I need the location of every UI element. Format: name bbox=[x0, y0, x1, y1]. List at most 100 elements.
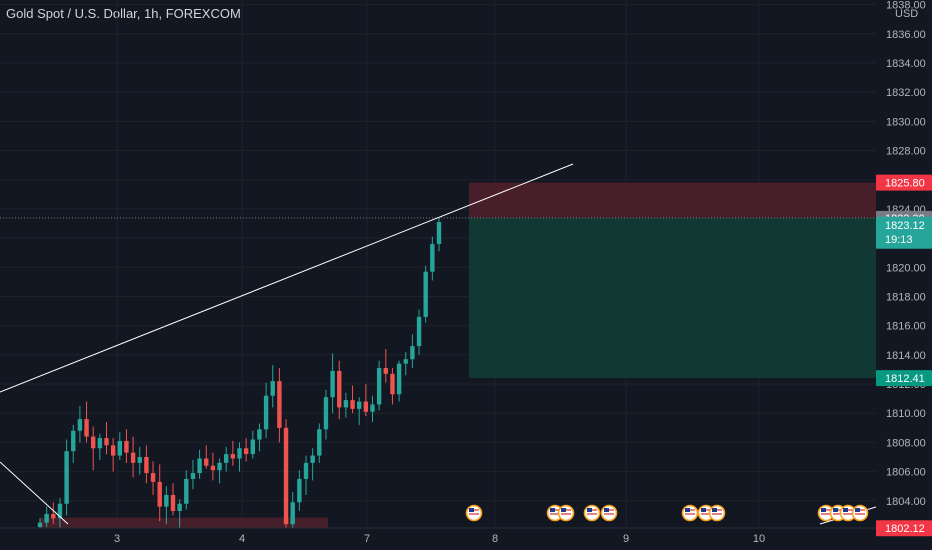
candle-body bbox=[330, 370, 335, 398]
candle-body bbox=[416, 316, 422, 347]
flag-canton bbox=[821, 508, 826, 512]
bottom-price-tag-value: 1802.12 bbox=[885, 523, 925, 535]
trend-line-lower[interactable] bbox=[0, 461, 69, 525]
price-tick-label: 1804.00 bbox=[886, 496, 926, 508]
time-axis-background bbox=[0, 528, 876, 550]
currency-label: USD bbox=[895, 8, 918, 20]
candle-body bbox=[436, 222, 442, 244]
candle-body bbox=[303, 462, 309, 479]
flag-canton bbox=[469, 508, 474, 512]
flag-stripe bbox=[685, 513, 695, 515]
target-price-tag-bg bbox=[876, 370, 932, 387]
flag-canton bbox=[833, 508, 838, 512]
time-tick-label: 3 bbox=[114, 533, 120, 545]
price-tick-label: 1834.00 bbox=[886, 58, 926, 70]
flag-stripe bbox=[469, 515, 479, 517]
candle-body bbox=[71, 430, 76, 452]
current-price-value: 1823.12 bbox=[885, 220, 925, 232]
price-tick-label: 1816.00 bbox=[886, 321, 926, 333]
time-axis[interactable]: 3 4 7 8 9 10 bbox=[0, 527, 876, 550]
flag-stripe bbox=[587, 513, 597, 515]
flag-stripe bbox=[821, 515, 831, 517]
event-icons-group[interactable] bbox=[465, 504, 869, 522]
flag-canton bbox=[685, 508, 690, 512]
position-zones[interactable] bbox=[0, 182, 876, 550]
candle-body bbox=[164, 494, 169, 507]
candle-body bbox=[357, 401, 362, 409]
candle-body bbox=[190, 473, 196, 479]
us-flag-icon[interactable] bbox=[817, 504, 835, 522]
stop-price-tag-bg bbox=[876, 174, 932, 191]
us-flag-icon[interactable] bbox=[681, 504, 699, 522]
flag-stripe bbox=[587, 515, 597, 517]
time-tick-label: 9 bbox=[623, 533, 629, 545]
price-tick-label: 1810.00 bbox=[886, 408, 926, 420]
candle-body bbox=[110, 445, 116, 456]
price-tick-label: 1820.00 bbox=[886, 262, 926, 274]
flag-stripe bbox=[833, 515, 843, 517]
time-tick-label: 10 bbox=[753, 533, 765, 545]
us-flag-icon[interactable] bbox=[465, 504, 483, 522]
time-tick-label: 8 bbox=[492, 533, 498, 545]
price-axis[interactable]: 1838.00 1836.00 1834.00 1832.00 1830.00 1828.… bbox=[876, 0, 932, 550]
stop-price-tag-value: 1825.80 bbox=[885, 178, 925, 190]
candle-body bbox=[150, 473, 156, 482]
us-flag-icon[interactable] bbox=[600, 504, 618, 522]
current-price-tag-bg bbox=[876, 216, 932, 249]
us-flag-icon[interactable] bbox=[839, 504, 857, 522]
candle-body bbox=[237, 448, 242, 459]
candle-body bbox=[396, 363, 402, 395]
flag-stripe bbox=[701, 513, 711, 515]
flag-stripe bbox=[843, 513, 853, 515]
take-profit-zone[interactable] bbox=[469, 217, 876, 379]
candle-body bbox=[84, 419, 89, 437]
flag-stripe bbox=[843, 515, 853, 517]
us-flag-icon[interactable] bbox=[557, 504, 575, 522]
candle-body bbox=[217, 462, 222, 471]
us-flag-icon[interactable] bbox=[851, 504, 869, 522]
candle-body bbox=[270, 381, 275, 396]
candle-body bbox=[170, 494, 176, 512]
candle-body bbox=[410, 346, 415, 360]
flag-ring bbox=[851, 504, 869, 522]
candle-body bbox=[117, 440, 122, 456]
target-price-tag-value: 1812.41 bbox=[885, 373, 925, 385]
price-tick-label: 1838.00 bbox=[886, 0, 926, 12]
candles-group bbox=[37, 217, 442, 542]
candle-body bbox=[210, 465, 216, 471]
price-axis-background bbox=[876, 0, 932, 550]
price-tick-label: 1814.00 bbox=[886, 350, 926, 362]
trend-line-upper[interactable] bbox=[0, 163, 574, 393]
candle-body bbox=[383, 368, 388, 374]
flag-stripe bbox=[701, 515, 711, 517]
candle-body bbox=[184, 478, 189, 504]
candle-body bbox=[197, 458, 202, 474]
time-tick-label: 7 bbox=[364, 533, 370, 545]
flag-stripe bbox=[712, 515, 722, 517]
candle-body bbox=[403, 359, 408, 364]
candle-body bbox=[390, 373, 395, 395]
time-tick-label: 4 bbox=[239, 533, 245, 545]
us-flag-icon[interactable] bbox=[708, 504, 726, 522]
candle-body bbox=[277, 381, 282, 428]
chart-title: Gold Spot / U.S. Dollar, 1h, FOREXCOM bbox=[6, 6, 241, 21]
candle-body bbox=[157, 481, 162, 507]
candle-body bbox=[104, 438, 109, 446]
candle-body bbox=[51, 513, 56, 519]
stop-loss-zone[interactable] bbox=[469, 182, 876, 218]
candle-body bbox=[297, 478, 302, 503]
us-flag-icon[interactable] bbox=[583, 504, 601, 522]
flag-canton bbox=[701, 508, 706, 512]
flag-canton bbox=[855, 508, 860, 512]
flag-stripe bbox=[855, 515, 865, 517]
candle-body bbox=[64, 451, 69, 504]
price-tick-label: 1836.00 bbox=[886, 29, 926, 41]
flag-ring bbox=[708, 504, 726, 522]
flag-canton bbox=[712, 508, 717, 512]
candle-body bbox=[144, 457, 149, 474]
price-tick-label: 1828.00 bbox=[886, 146, 926, 158]
price-tick-label: 1830.00 bbox=[886, 116, 926, 128]
candle-body bbox=[77, 419, 83, 431]
